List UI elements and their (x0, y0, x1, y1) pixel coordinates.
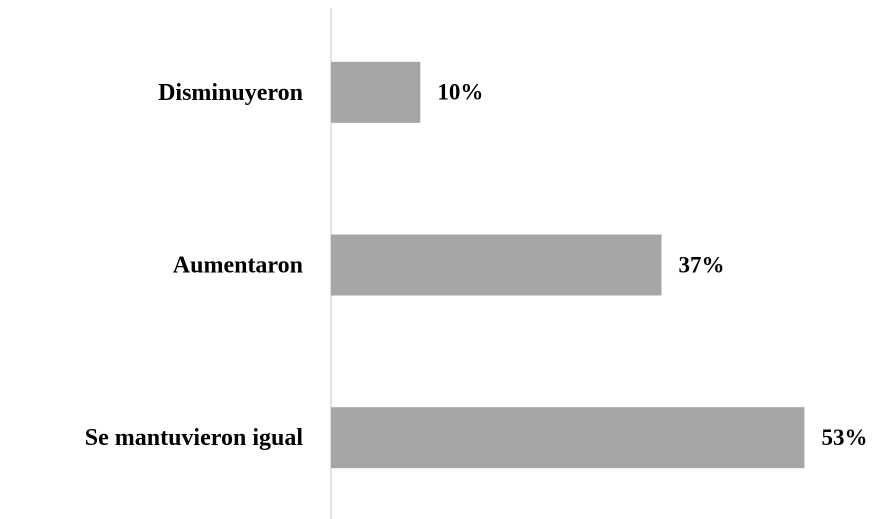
bar (331, 61, 421, 123)
category-label: Se mantuvieron igual (85, 425, 304, 451)
category-label: Aumentaron (173, 253, 303, 279)
value-label: 53% (821, 425, 867, 450)
value-label: 10% (437, 80, 483, 105)
bar (331, 234, 662, 296)
bar (331, 407, 805, 469)
category-label: Disminuyeron (158, 80, 303, 106)
value-label: 37% (679, 252, 725, 277)
